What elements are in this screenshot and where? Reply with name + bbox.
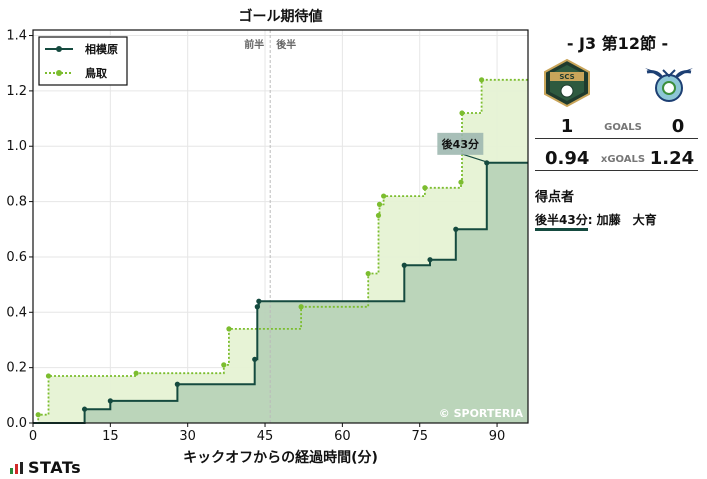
series-point-1	[422, 185, 428, 191]
series-point-1	[375, 212, 382, 219]
scorer-entry: 後半43分: 加藤 大育	[535, 211, 657, 231]
plot-frame	[32, 29, 529, 424]
match-title: - J3 第12節 -	[566, 34, 669, 53]
series-point-1	[133, 370, 139, 376]
x-tick-label: 30	[179, 429, 196, 444]
legend-box	[38, 36, 128, 86]
x-axis-label: キックオフからの経過時間(分)	[183, 449, 378, 466]
series-point-0	[81, 406, 88, 412]
series-point-0	[107, 398, 113, 404]
x-tick-label: 45	[257, 429, 274, 444]
series-point-0	[401, 262, 407, 268]
x-tick-label: 15	[102, 429, 119, 444]
series-point-1	[459, 110, 465, 116]
match-panel: - J3 第12節 - SCS 1 GOALS 0 0.94 xGOALS 1.…	[535, 0, 705, 479]
legend-swatch-point	[56, 46, 62, 52]
annotation-pointer	[461, 153, 490, 164]
x-tick-label: 60	[334, 429, 351, 444]
scorers-heading: 得点者	[535, 190, 575, 205]
legend-label: 鳥取	[85, 66, 107, 80]
goals-label: GOALS	[604, 122, 642, 133]
y-tick-label: 0.6	[6, 250, 27, 265]
y-tick-label: 0.8	[6, 195, 27, 210]
series-point-1	[365, 270, 371, 277]
xg-label: xGOALS	[600, 154, 646, 165]
scorer-name: : 加藤 大育	[587, 213, 657, 227]
legend-label: 相模原	[85, 42, 118, 56]
y-tick-label: 0.4	[6, 305, 27, 320]
series-point-1	[35, 412, 41, 418]
stats-logo: STATs	[10, 458, 81, 477]
y-tick-label: 0.2	[6, 361, 27, 376]
chart-title: ゴール期待値	[239, 8, 323, 25]
goals-row: 1 GOALS 0	[535, 116, 700, 138]
xg-row: 0.94 xGOALS 1.24	[535, 148, 700, 170]
legend-swatch-point	[56, 70, 62, 76]
home-crest-icon: SCS	[541, 58, 593, 108]
scorer-time: 後半43分	[535, 213, 588, 231]
x-tick-label: 0	[29, 429, 37, 444]
home-goals: 1	[560, 116, 574, 137]
series-point-1	[381, 193, 387, 199]
series-point-1	[298, 304, 304, 310]
series-point-0	[427, 257, 433, 263]
series-point-0	[252, 356, 258, 362]
series-point-1	[226, 326, 232, 332]
series-point-1	[221, 362, 227, 368]
away-goals: 0	[671, 116, 685, 137]
y-tick-label: 0.0	[6, 416, 27, 431]
series-area-0	[33, 162, 528, 424]
separator	[535, 170, 698, 171]
away-crest-icon	[643, 58, 695, 108]
series-point-0	[254, 304, 260, 310]
annotation-text: 後43分	[442, 137, 479, 151]
separator	[535, 138, 698, 139]
series-point-0	[453, 226, 459, 232]
series-point-1	[376, 201, 383, 207]
series-point-1	[45, 373, 52, 379]
home-xg: 0.94	[545, 148, 590, 169]
x-tick-label: 75	[411, 429, 428, 444]
annotation-box	[437, 132, 484, 155]
halftime-label-first: 前半	[244, 38, 264, 51]
y-tick-label: 1.0	[6, 139, 27, 154]
away-xg: 1.24	[649, 148, 695, 169]
y-tick-label: 1.4	[6, 29, 27, 44]
series-point-0	[256, 298, 262, 304]
series-point-1	[478, 77, 485, 83]
home-crest-text: SCS	[559, 73, 574, 81]
x-tick-label: 90	[489, 429, 506, 444]
stats-bars-icon	[10, 462, 23, 474]
watermark: © SPORTERIA	[439, 407, 524, 420]
y-tick-label: 1.2	[6, 84, 27, 99]
series-point-1	[458, 179, 464, 185]
stats-logo-text: STATs	[28, 458, 82, 477]
series-point-0	[174, 381, 180, 387]
halftime-label-second: 後半	[276, 38, 296, 51]
